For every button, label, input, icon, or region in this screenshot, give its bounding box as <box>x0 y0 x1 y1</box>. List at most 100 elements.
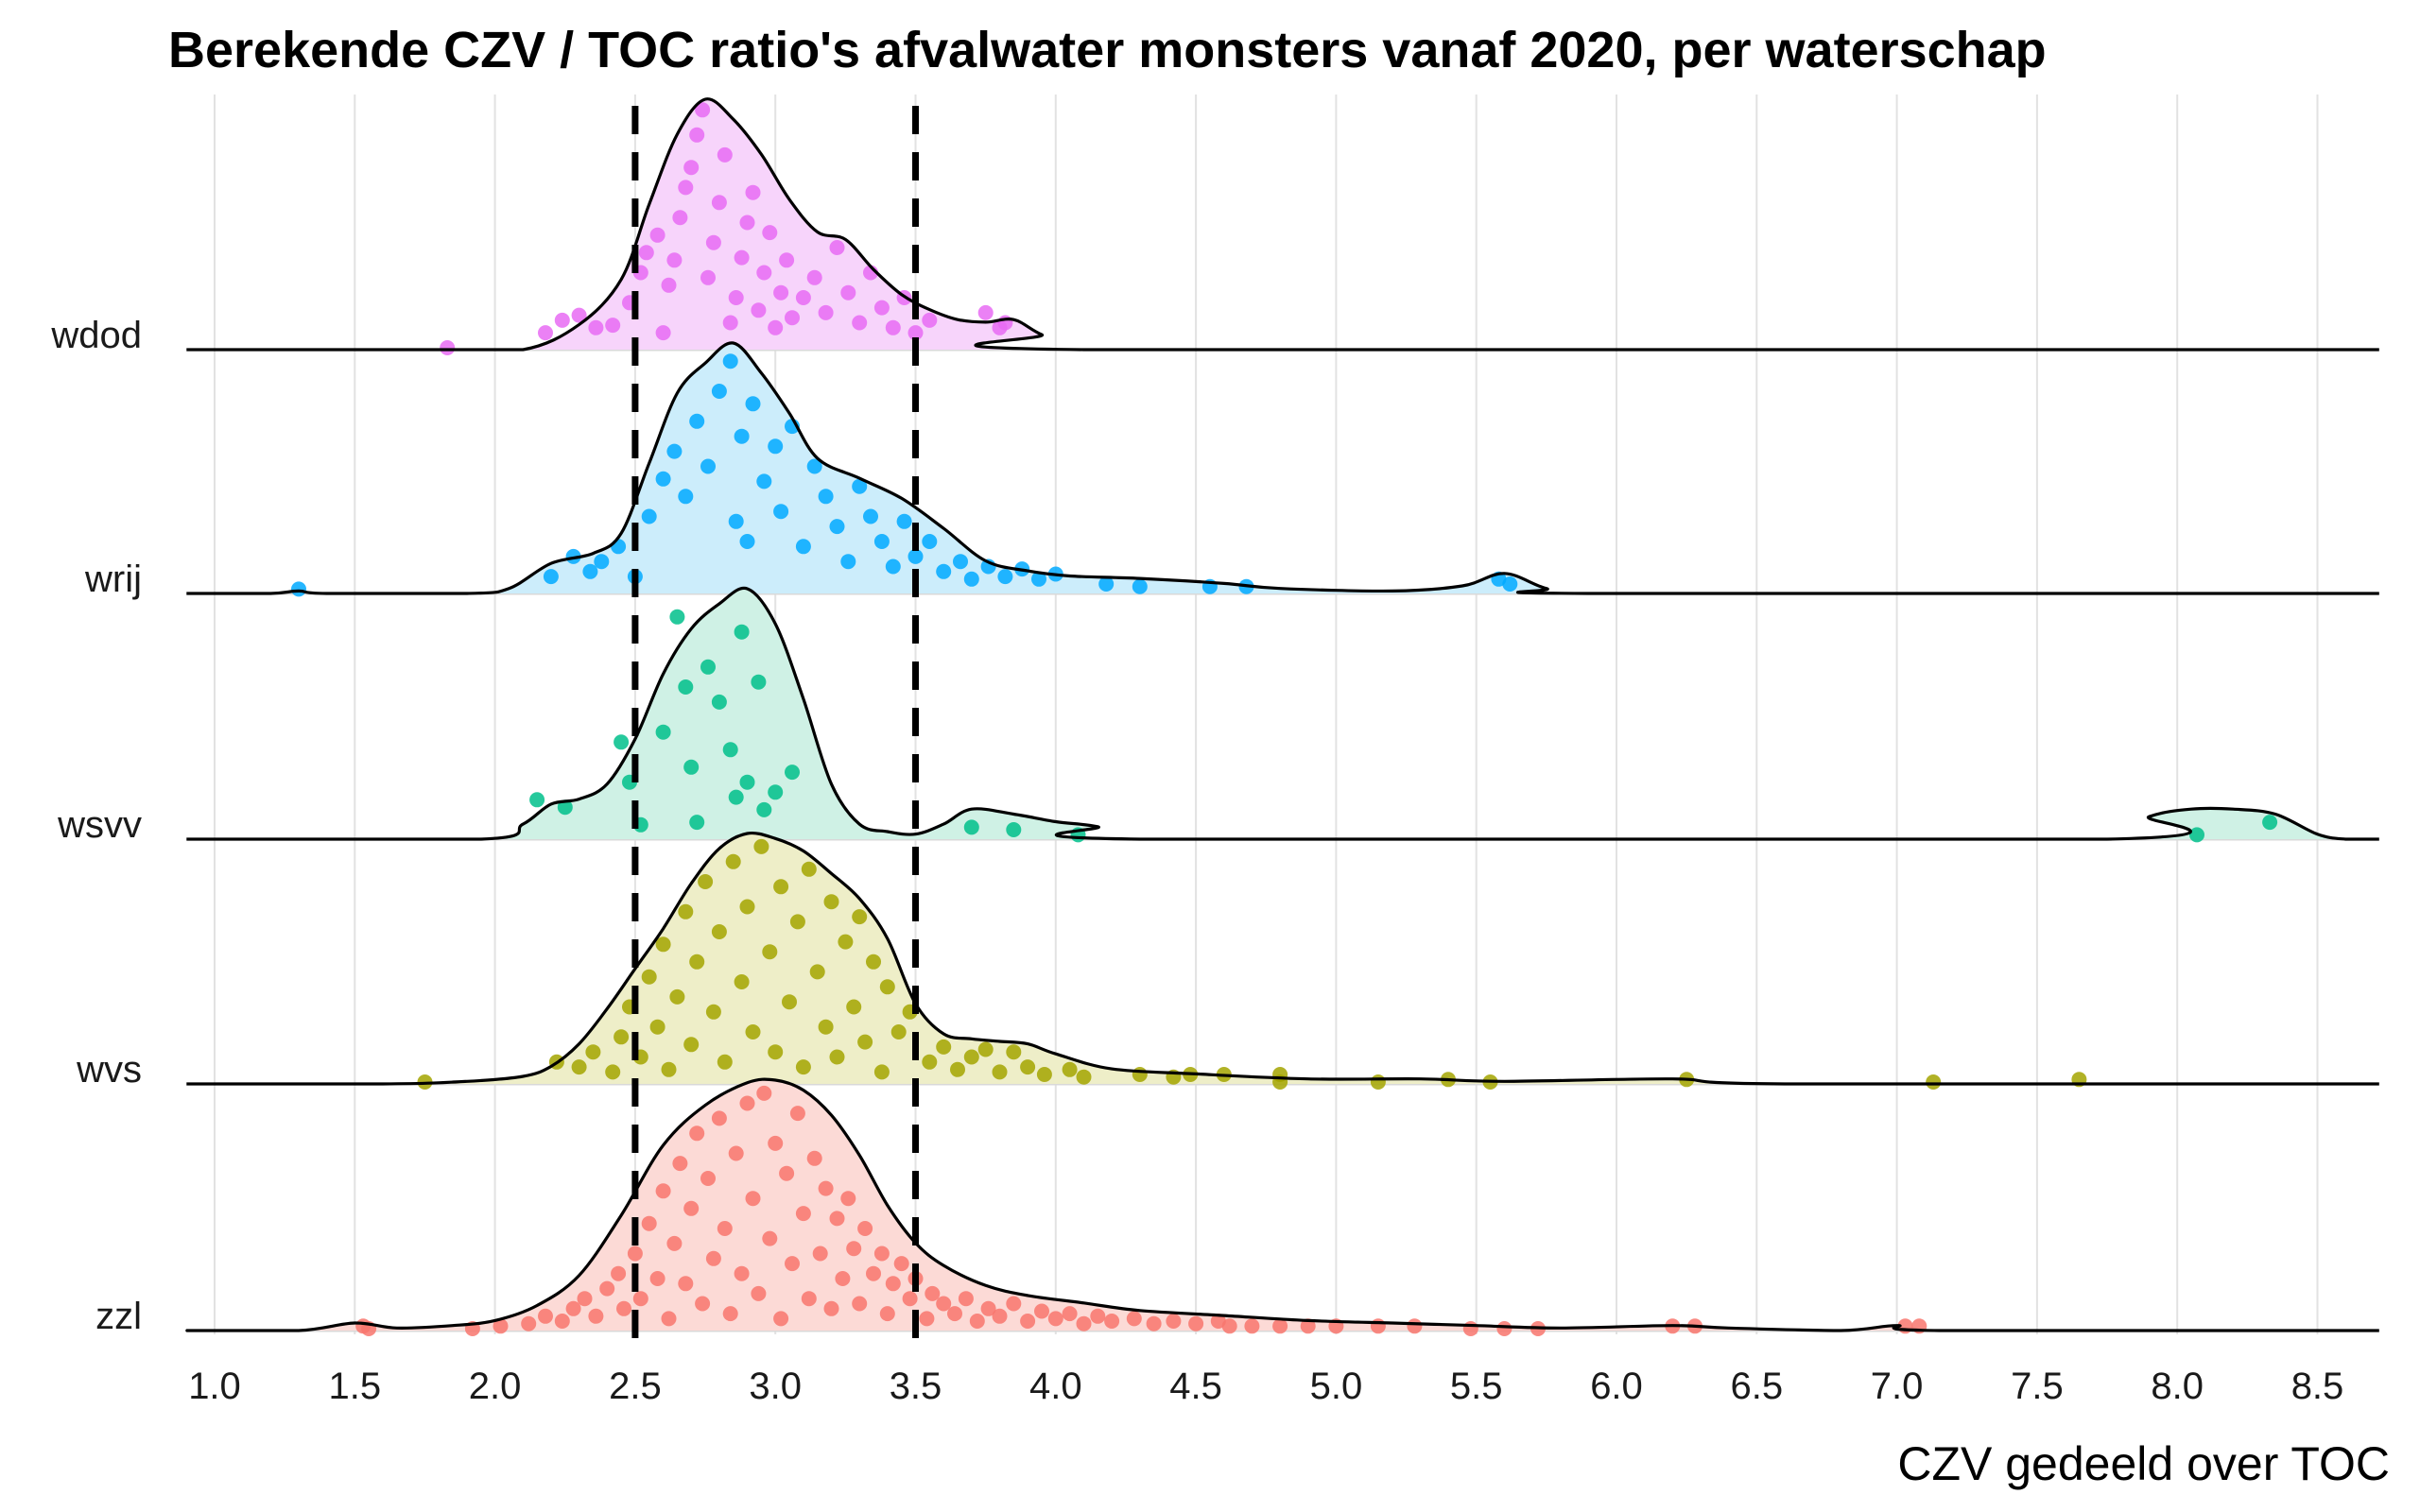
point-wvs <box>977 1041 994 1057</box>
point-wvs <box>1926 1074 1942 1090</box>
point-zzl <box>893 1256 909 1272</box>
point-wsvv <box>785 765 800 781</box>
density-fill-wvs <box>186 833 2379 1084</box>
point-zzl <box>734 1265 750 1281</box>
point-zzl <box>661 1311 677 1327</box>
density-fill-zzl <box>186 1079 2379 1331</box>
x-tick-label-3.0: 3.0 <box>749 1366 802 1407</box>
point-wsvv <box>614 734 630 750</box>
point-wsvv <box>756 801 772 817</box>
y-label-wrij: wrij <box>84 558 142 600</box>
gridlines <box>214 94 2319 1334</box>
point-zzl <box>857 1221 873 1236</box>
point-wdod <box>873 300 890 316</box>
point-wdod <box>762 225 778 241</box>
x-axis-label: CZV gedeeld over TOC <box>1897 1437 2390 1490</box>
point-wvs <box>705 1004 721 1020</box>
point-wrij <box>666 443 683 459</box>
point-wsvv <box>711 694 727 710</box>
point-zzl <box>835 1271 851 1286</box>
point-zzl <box>538 1308 553 1324</box>
point-zzl <box>795 1206 811 1222</box>
point-wvs <box>773 879 789 895</box>
density-fill-wdod <box>186 98 2379 351</box>
point-zzl <box>846 1241 862 1257</box>
y-label-wdod: wdod <box>50 315 142 356</box>
point-wrij <box>873 534 890 549</box>
point-wsvv <box>963 819 979 835</box>
point-zzl <box>852 1296 868 1312</box>
point-zzl <box>1006 1296 1022 1312</box>
point-zzl <box>705 1250 721 1266</box>
point-wsvv <box>751 674 767 690</box>
point-wrij <box>852 478 868 494</box>
point-wrij <box>1502 576 1518 592</box>
point-wdod <box>739 215 755 231</box>
point-wsvv <box>722 742 738 758</box>
point-zzl <box>1076 1315 1092 1332</box>
point-zzl <box>866 1265 881 1281</box>
point-wrij <box>611 539 627 555</box>
density-fill-wrij <box>186 342 2379 593</box>
point-wvs <box>649 1019 666 1035</box>
point-zzl <box>925 1285 941 1301</box>
point-wvs <box>1020 1059 1036 1075</box>
point-wdod <box>711 195 727 211</box>
point-wvs <box>1076 1069 1092 1085</box>
point-wsvv <box>728 789 744 805</box>
point-wvs <box>745 1024 761 1040</box>
point-zzl <box>728 1145 744 1161</box>
point-wrij <box>641 508 657 524</box>
point-wsvv <box>655 724 671 740</box>
point-zzl <box>902 1291 918 1307</box>
point-wdod <box>745 184 761 200</box>
point-zzl <box>1034 1303 1049 1319</box>
point-wsvv <box>1006 822 1022 837</box>
x-tick-label-1.0: 1.0 <box>188 1366 241 1407</box>
point-zzl <box>722 1306 738 1322</box>
point-wvs <box>795 1059 811 1075</box>
point-wvs <box>762 944 778 960</box>
point-zzl <box>1407 1318 1423 1334</box>
density-line-wvs <box>186 831 2379 1086</box>
x-tick-label-7.0: 7.0 <box>1871 1366 1924 1407</box>
x-tick-label-6.5: 6.5 <box>1730 1366 1783 1407</box>
point-zzl <box>666 1235 683 1251</box>
point-zzl <box>756 1085 772 1101</box>
point-zzl <box>493 1318 509 1334</box>
x-tick-label-8.5: 8.5 <box>2291 1366 2344 1407</box>
point-wvs <box>768 1044 784 1060</box>
point-wrij <box>963 571 979 587</box>
point-wrij <box>1132 578 1148 594</box>
point-zzl <box>773 1311 789 1327</box>
point-wrij <box>728 513 744 529</box>
ridge-wsvv <box>186 586 2379 843</box>
point-wdod <box>852 315 868 331</box>
point-wrij <box>582 563 598 579</box>
point-wvs <box>605 1064 621 1080</box>
point-wrij <box>863 508 878 524</box>
density-line-wsvv <box>186 586 2379 841</box>
point-zzl <box>1188 1315 1204 1332</box>
point-wrij <box>829 519 845 535</box>
point-wvs <box>818 1019 834 1035</box>
point-zzl <box>992 1308 1008 1324</box>
point-wvs <box>689 954 705 970</box>
point-zzl <box>632 1291 648 1307</box>
point-wvs <box>963 1049 979 1065</box>
point-wrij <box>936 563 952 579</box>
x-tick-label-4.5: 4.5 <box>1169 1366 1222 1407</box>
point-wrij <box>678 489 694 505</box>
point-wdod <box>672 210 688 226</box>
point-zzl <box>554 1314 570 1329</box>
point-zzl <box>1126 1311 1142 1327</box>
point-zzl <box>1221 1318 1237 1334</box>
point-wdod <box>440 340 456 355</box>
point-wrij <box>756 473 772 490</box>
point-zzl <box>1104 1314 1120 1329</box>
density-line-wdod <box>186 97 2379 352</box>
point-wsvv <box>768 784 784 800</box>
point-wvs <box>1132 1067 1148 1082</box>
point-wvs <box>725 853 741 869</box>
point-zzl <box>785 1256 800 1272</box>
